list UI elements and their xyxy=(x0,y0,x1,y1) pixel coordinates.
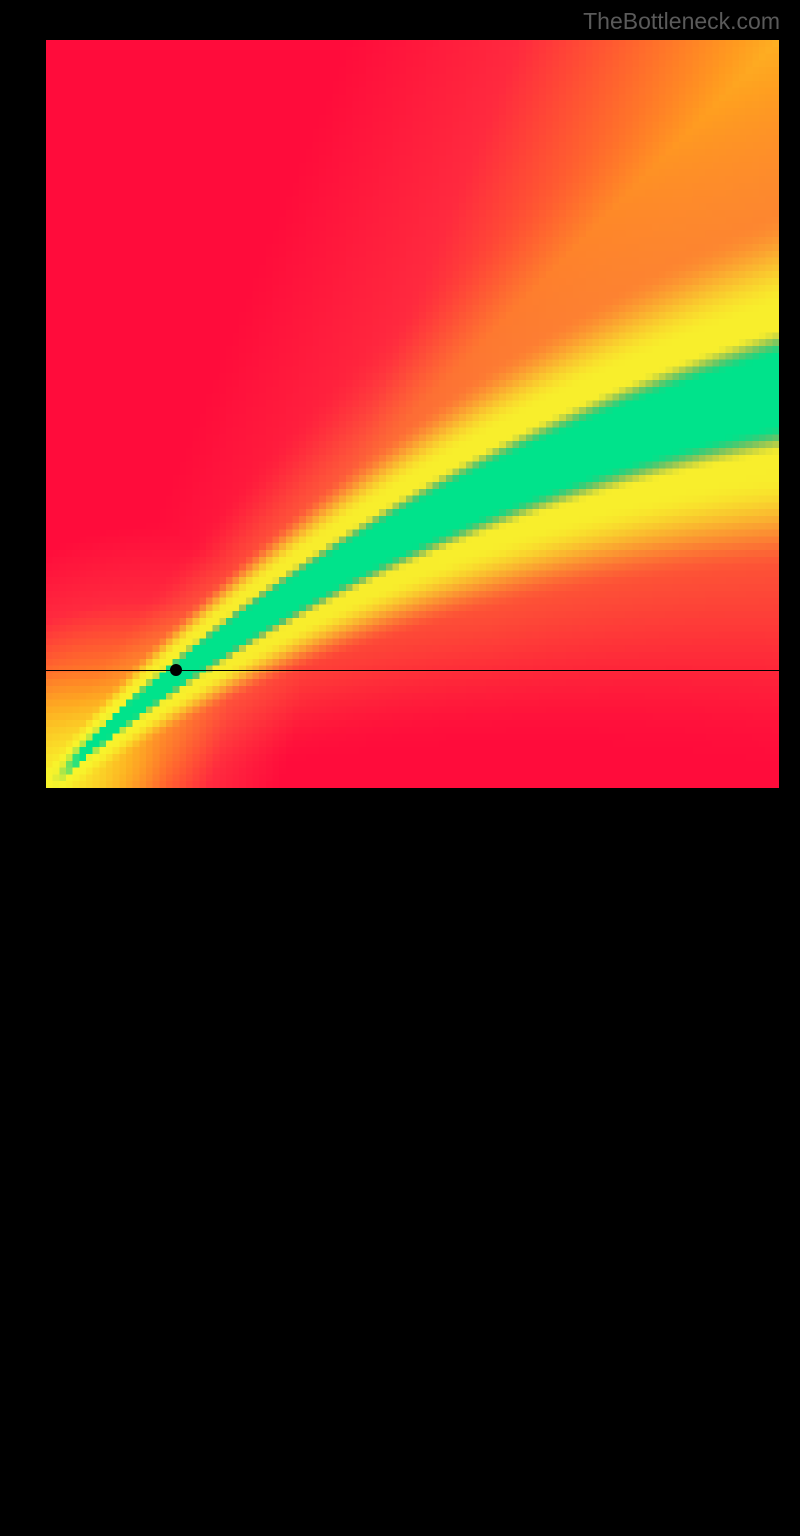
bottleneck-marker-dot xyxy=(170,664,182,676)
heatmap-plot-area xyxy=(46,40,779,788)
crosshair-vertical xyxy=(176,788,177,1536)
crosshair-horizontal xyxy=(46,670,779,671)
watermark-text: TheBottleneck.com xyxy=(583,8,780,35)
heatmap-canvas xyxy=(46,40,779,788)
